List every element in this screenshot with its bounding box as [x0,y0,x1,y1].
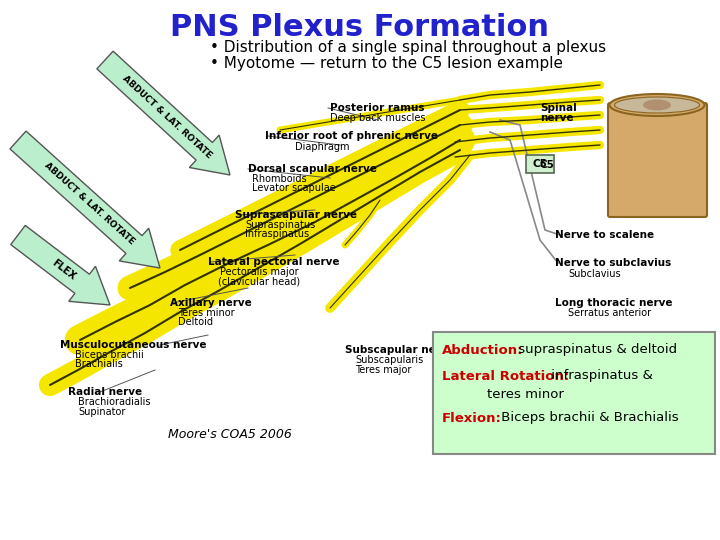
FancyBboxPatch shape [526,155,554,173]
Text: Deltoid: Deltoid [178,317,213,327]
Text: Subscapularis: Subscapularis [355,355,423,365]
Text: Biceps brachii: Biceps brachii [75,350,144,360]
Text: Brachialis: Brachialis [75,359,122,369]
Text: Nerve to subclavius: Nerve to subclavius [555,258,671,268]
Text: Brachioradialis: Brachioradialis [78,397,150,407]
Text: Dorsal scapular nerve: Dorsal scapular nerve [248,164,377,174]
Text: Teres major: Teres major [355,365,411,375]
Text: Subscapular nerves: Subscapular nerves [345,345,461,355]
Text: • Myotome — return to the C5 lesion example: • Myotome — return to the C5 lesion exam… [210,56,563,71]
Text: C5: C5 [540,160,555,170]
Text: (clavicular head): (clavicular head) [218,276,300,286]
Text: Subclavius: Subclavius [568,269,621,279]
Text: Axillary nerve: Axillary nerve [170,298,252,308]
Text: Abduction:: Abduction: [442,343,523,356]
Text: Nerve to scalene: Nerve to scalene [555,230,654,240]
Text: Pectoralis major: Pectoralis major [220,267,299,277]
Text: Lateral pectoral nerve: Lateral pectoral nerve [208,257,340,267]
Text: Biceps brachii & Brachialis: Biceps brachii & Brachialis [497,411,679,424]
Text: Suprascapular nerve: Suprascapular nerve [235,210,357,220]
Ellipse shape [643,99,671,111]
Text: Infraspinatus: Infraspinatus [245,229,309,239]
Text: Diaphragm: Diaphragm [295,142,349,152]
Text: Supraspinatus: Supraspinatus [245,220,315,230]
Text: C5: C5 [533,159,547,169]
Ellipse shape [614,97,700,113]
Text: FLEX: FLEX [50,258,78,282]
Text: teres minor: teres minor [470,388,564,401]
FancyBboxPatch shape [433,332,715,454]
Text: ABDUCT & LAT. ROTATE: ABDUCT & LAT. ROTATE [121,75,214,161]
Text: Levator scapulae: Levator scapulae [252,183,336,193]
Text: Rhomboids: Rhomboids [252,174,307,184]
Text: ABDUCT & LAT. ROTATE: ABDUCT & LAT. ROTATE [42,161,136,247]
FancyBboxPatch shape [608,103,707,217]
Text: Musculocutaneous nerve: Musculocutaneous nerve [60,340,207,350]
Text: Long thoracic nerve: Long thoracic nerve [555,298,672,308]
Text: Spinal: Spinal [540,103,577,113]
Text: Flexion:: Flexion: [442,411,502,424]
Text: • Distribution of a single spinal throughout a plexus: • Distribution of a single spinal throug… [210,40,606,55]
Text: infraspinatus &: infraspinatus & [547,369,653,382]
Text: Teres minor: Teres minor [178,308,235,318]
Text: Serratus anterior: Serratus anterior [568,308,651,318]
Text: Inferior root of phrenic nerve: Inferior root of phrenic nerve [265,131,438,141]
Text: supraspinatus & deltoid: supraspinatus & deltoid [514,343,677,356]
Text: PNS Plexus Formation: PNS Plexus Formation [171,13,549,42]
Polygon shape [97,51,230,175]
Text: Moore's COA5 2006: Moore's COA5 2006 [168,429,292,442]
Text: Lateral Rotation:: Lateral Rotation: [442,369,570,382]
Text: Posterior ramus: Posterior ramus [330,103,425,113]
Text: Radial nerve: Radial nerve [68,387,142,397]
Text: Supinator: Supinator [78,407,125,417]
Polygon shape [11,226,110,305]
Polygon shape [10,131,160,268]
Text: nerve: nerve [540,113,574,123]
Text: Deep back muscles: Deep back muscles [330,113,426,123]
Ellipse shape [610,94,704,116]
